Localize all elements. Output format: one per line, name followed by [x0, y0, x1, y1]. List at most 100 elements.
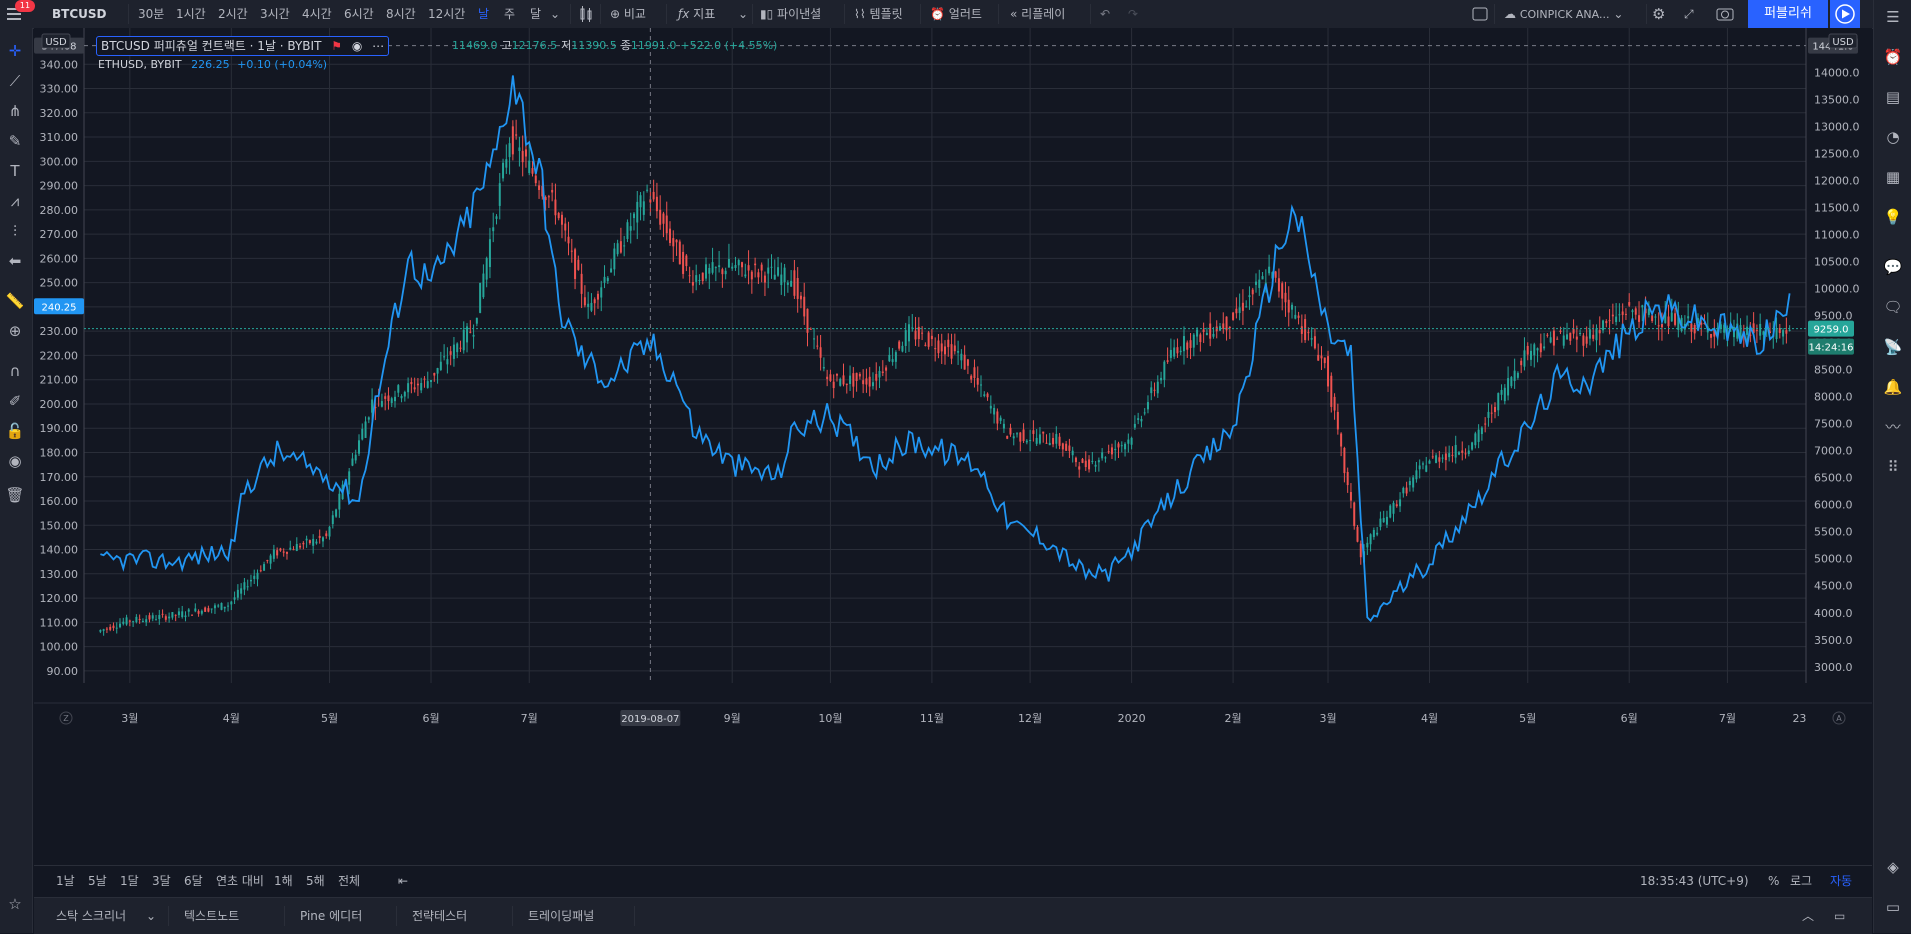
- crosshair-icon[interactable]: ✛: [8, 42, 22, 60]
- zoom-in-icon[interactable]: ⊕: [8, 322, 22, 340]
- compare-legend[interactable]: ETHUSD, BYBIT 226.25 +0.10 (+0.04%): [98, 58, 327, 71]
- trash-icon[interactable]: 🗑: [5, 486, 25, 504]
- undo-icon[interactable]: ↶: [1100, 7, 1111, 21]
- redo-icon[interactable]: ↷: [1128, 7, 1139, 21]
- lock-icon[interactable]: 🔓: [5, 422, 25, 440]
- layers-icon[interactable]: ◈: [1887, 858, 1899, 876]
- interval-button[interactable]: 8시간: [386, 7, 416, 21]
- panel-toggle-icon[interactable]: ▭: [1885, 898, 1901, 916]
- message-icon[interactable]: 🗨: [1883, 298, 1903, 316]
- interval-button[interactable]: 4시간: [302, 7, 332, 21]
- candle-body: [413, 387, 416, 390]
- range-button[interactable]: 5해: [306, 874, 325, 888]
- indicators-button[interactable]: ƒx 지표: [678, 0, 715, 28]
- interval-button[interactable]: 30분: [138, 7, 165, 21]
- price-chart[interactable]: 340.00 330.00 320.00 310.00 300.00 290.00 280.…: [34, 28, 1872, 728]
- pitchfork-icon[interactable]: ⋔: [8, 102, 22, 120]
- left-currency-badge[interactable]: [41, 33, 71, 49]
- financials-button[interactable]: ▮▯ 파이낸셜: [760, 0, 821, 28]
- eye-icon[interactable]: ◉: [351, 39, 363, 53]
- star-icon[interactable]: ☆: [8, 895, 22, 913]
- play-button[interactable]: [1830, 0, 1860, 28]
- watchlist-icon[interactable]: ☰: [1886, 8, 1900, 26]
- expand-icon[interactable]: ⤢: [1684, 7, 1694, 21]
- range-button[interactable]: 전체: [338, 874, 361, 888]
- grid-dots-icon[interactable]: ⠿: [1887, 458, 1899, 476]
- back-arrow-icon[interactable]: ⬅: [8, 252, 22, 270]
- broadcast-icon[interactable]: 📡: [1883, 338, 1903, 356]
- range-button[interactable]: 5날: [88, 874, 107, 888]
- bottom-tab[interactable]: 트레이딩패널: [528, 909, 595, 923]
- interval-button[interactable]: 2시간: [218, 7, 248, 21]
- range-button[interactable]: 연초 대비: [216, 874, 264, 888]
- interval-button[interactable]: 주: [504, 7, 516, 21]
- bottom-tab[interactable]: Pine 에디터: [300, 909, 363, 923]
- list-icon[interactable]: ▤: [1885, 88, 1901, 106]
- interval-button[interactable]: 6시간: [344, 7, 374, 21]
- candle-body: [1441, 457, 1444, 459]
- chart-pane[interactable]: 340.00 330.00 320.00 310.00 300.00 290.00 280.…: [34, 28, 1872, 728]
- auto-fit-button[interactable]: [1832, 711, 1846, 725]
- zoom-reset-button[interactable]: [59, 711, 73, 725]
- eye-icon[interactable]: ◉: [8, 452, 22, 470]
- publish-button[interactable]: 퍼블리쉬: [1748, 0, 1828, 28]
- interval-button[interactable]: 1시간: [176, 7, 206, 21]
- date-range-icon[interactable]: ⇤: [398, 874, 409, 888]
- interval-button[interactable]: 달: [530, 7, 542, 21]
- log-scale-toggle[interactable]: 로그: [1790, 874, 1813, 888]
- camera-icon[interactable]: [1716, 0, 1734, 28]
- flag-icon[interactable]: ⚑: [331, 39, 342, 53]
- main-series-legend[interactable]: BTCUSD 퍼피츄얼 컨트랙트 · 1날 · BYBIT ⚑ ◉ ⋯: [96, 36, 390, 56]
- chevron-down-icon[interactable]: ⌄: [550, 7, 561, 21]
- templates-button[interactable]: ⌇⌇ 템플릿: [854, 0, 903, 28]
- range-button[interactable]: 1달: [120, 874, 139, 888]
- symbol-search-button[interactable]: BTCUSD: [52, 7, 107, 21]
- gear-icon[interactable]: ⚙: [1652, 5, 1666, 23]
- interval-button[interactable]: 날: [478, 7, 490, 21]
- idea-icon[interactable]: 💡: [1883, 208, 1903, 226]
- pattern-icon[interactable]: ⩘: [10, 192, 20, 210]
- bottom-tab[interactable]: 텍스트노트: [184, 909, 240, 923]
- range-button[interactable]: 1해: [274, 874, 293, 888]
- chat-icon[interactable]: 💬: [1883, 258, 1903, 276]
- bottom-tab[interactable]: 전략테스터: [412, 909, 468, 923]
- trend-line-icon[interactable]: ⟋: [9, 72, 21, 90]
- alerts-button[interactable]: ⏰ 얼러트: [930, 0, 982, 28]
- candle-body: [1392, 502, 1395, 514]
- calendar-icon[interactable]: ▦: [1885, 168, 1901, 186]
- maximize-icon[interactable]: ▭: [1834, 909, 1846, 923]
- layout-button[interactable]: ☁ COINPICK ANA... ⌄: [1504, 0, 1623, 28]
- menu-icon[interactable]: [6, 0, 22, 28]
- range-button[interactable]: 3달: [152, 874, 171, 888]
- range-button[interactable]: 6달: [184, 874, 203, 888]
- compare-button[interactable]: ⊕ 비교: [610, 0, 646, 28]
- bell-icon[interactable]: 🔔: [1883, 378, 1903, 396]
- fullscreen-square-icon[interactable]: [1472, 0, 1488, 28]
- chevron-down-icon[interactable]: ⌄: [738, 7, 749, 21]
- candle-body: [547, 196, 550, 198]
- right-currency-badge[interactable]: [1828, 33, 1858, 49]
- brush-icon[interactable]: ✎: [8, 132, 22, 150]
- clock-time[interactable]: 18:35:43 (UTC+9): [1640, 874, 1749, 888]
- more-icon[interactable]: ⋯: [372, 39, 385, 53]
- chevron-down-icon[interactable]: ⌄: [146, 909, 157, 923]
- replay-button[interactable]: « 리플레이: [1010, 0, 1065, 28]
- timer-icon[interactable]: ◔: [1886, 128, 1900, 146]
- signal-icon[interactable]: 〰: [1885, 418, 1901, 436]
- interval-button[interactable]: 12시간: [428, 7, 466, 21]
- range-button[interactable]: 1날: [56, 874, 75, 888]
- ruler-icon[interactable]: 📏: [5, 292, 25, 310]
- auto-scale-toggle[interactable]: 자동: [1830, 874, 1853, 888]
- candle-body: [685, 255, 688, 267]
- alarm-icon[interactable]: ⏰: [1883, 48, 1903, 66]
- forecast-icon[interactable]: ⫶: [13, 222, 17, 240]
- bottom-tab[interactable]: 스탁 스크리너: [56, 909, 127, 923]
- text-icon[interactable]: T: [10, 162, 20, 180]
- percent-scale-toggle[interactable]: %: [1768, 874, 1780, 888]
- chevron-up-icon[interactable]: ︿: [1802, 909, 1815, 923]
- candle-body: [1759, 323, 1762, 336]
- interval-button[interactable]: 3시간: [260, 7, 290, 21]
- lock-drawing-icon[interactable]: ✐: [8, 392, 22, 410]
- magnet-icon[interactable]: ∩: [9, 362, 21, 380]
- candle-style-icon[interactable]: [578, 0, 594, 28]
